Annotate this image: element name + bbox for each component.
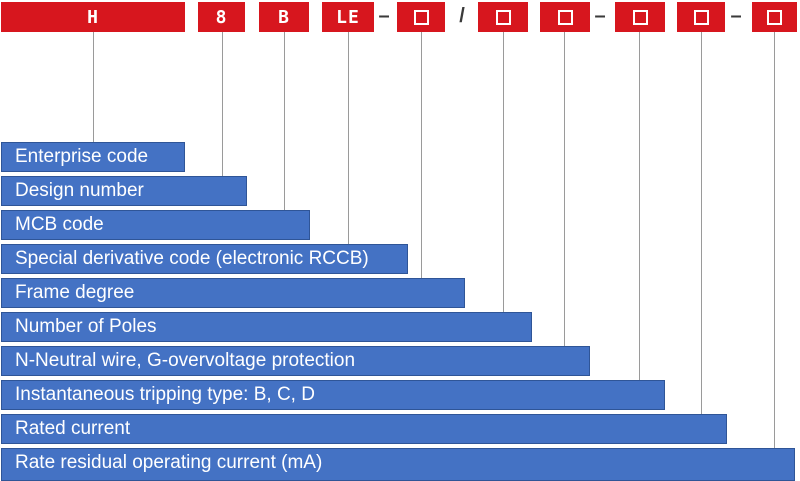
code-box-8: 8	[198, 2, 245, 32]
code-box-b-label: B	[278, 6, 290, 28]
separator-dash-3: –	[730, 5, 742, 27]
label-bar-enterprise-code: Enterprise code	[1, 142, 185, 172]
placeholder-box-6	[752, 2, 797, 32]
label-bar-frame-degree: Frame degree	[1, 278, 465, 308]
connector-line-2	[222, 32, 223, 176]
label-bar-design-number: Design number	[1, 176, 247, 206]
label-bar-neutral-overvoltage: N-Neutral wire, G-overvoltage protection	[1, 346, 590, 376]
connector-line-6	[503, 32, 504, 312]
label-bar-residual-current: Rate residual operating current (mA)	[1, 448, 795, 481]
code-box-8-label: 8	[215, 6, 228, 28]
connector-line-1	[93, 32, 94, 142]
connector-line-8	[639, 32, 640, 380]
square-outline-icon	[767, 9, 782, 25]
square-outline-icon	[413, 9, 429, 25]
square-outline-icon	[557, 9, 573, 25]
label-bar-special-derivative-code: Special derivative code (electronic RCCB…	[1, 244, 408, 274]
label-bar-rated-current: Rated current	[1, 414, 727, 444]
placeholder-box-3	[540, 2, 590, 32]
placeholder-box-5	[677, 2, 725, 32]
code-box-h: H	[1, 2, 185, 32]
code-box-h-label: H	[87, 6, 99, 28]
code-box-le-label: LE	[336, 6, 360, 28]
placeholder-box-2	[478, 2, 528, 32]
connector-line-4	[348, 32, 349, 244]
label-bar-mcb-code: MCB code	[1, 210, 310, 240]
connector-line-9	[701, 32, 702, 414]
connector-line-5	[421, 32, 422, 278]
separator-dash-2: –	[594, 5, 606, 27]
placeholder-box-1	[397, 2, 445, 32]
separator-slash: /	[459, 5, 465, 27]
connector-line-7	[564, 32, 565, 346]
separator-dash-1: –	[378, 5, 390, 27]
label-bar-number-of-poles: Number of Poles	[1, 312, 532, 342]
code-box-le: LE	[322, 2, 374, 32]
square-outline-icon	[632, 9, 648, 25]
placeholder-box-4	[615, 2, 665, 32]
connector-line-3	[284, 32, 285, 210]
connector-line-10	[774, 32, 775, 448]
label-bar-tripping-type: Instantaneous tripping type: B, C, D	[1, 380, 665, 410]
square-outline-icon	[495, 9, 511, 25]
square-outline-icon	[693, 9, 709, 25]
code-box-b: B	[259, 2, 309, 32]
